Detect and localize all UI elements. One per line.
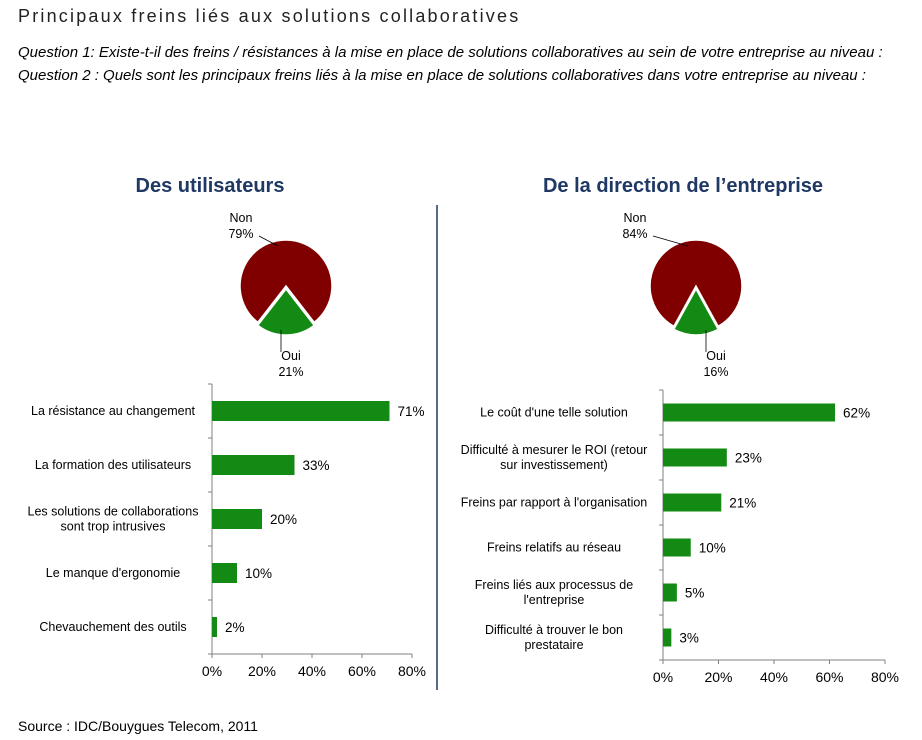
pie-slice-oui	[672, 287, 720, 336]
bar-category-label: sont trop intrusives	[61, 520, 166, 534]
bar-x-tick-label: 0%	[653, 669, 673, 685]
bar-x-tick-label: 20%	[704, 669, 732, 685]
bar-category-label: Difficulté à trouver le bon	[485, 623, 623, 637]
bar	[663, 538, 691, 557]
bar	[212, 401, 390, 421]
bar-x-tick-label: 60%	[815, 669, 843, 685]
pie-leader-non	[258, 235, 279, 247]
pie-label-oui: Oui	[706, 349, 725, 363]
pie-value-non: 84%	[622, 227, 647, 241]
bar-value-label: 3%	[679, 631, 699, 646]
pie-slice-non	[649, 239, 743, 328]
bar	[212, 617, 217, 637]
bar-value-label: 62%	[843, 406, 870, 421]
bar-value-label: 33%	[303, 458, 330, 473]
pie-label-oui: Oui	[281, 349, 300, 363]
bar-category-label: Le manque d'ergonomie	[46, 566, 180, 580]
bar-category-label: Freins par rapport à l'organisation	[461, 496, 648, 510]
bar-value-label: 2%	[225, 620, 245, 635]
pie-label-non: Non	[624, 211, 647, 225]
bar	[663, 493, 722, 512]
panel-title-2: De la direction de l’entreprise	[543, 175, 823, 197]
bar-category-label: prestataire	[524, 638, 583, 652]
bar	[212, 563, 237, 583]
bar-value-label: 5%	[685, 586, 705, 601]
bar-category-label: sur investissement)	[500, 458, 608, 472]
bar-category-label: Difficulté à mesurer le ROI (retour	[461, 443, 648, 457]
bar-value-label: 20%	[270, 512, 297, 527]
bar-x-tick-label: 40%	[760, 669, 788, 685]
bar	[212, 509, 262, 529]
bar-x-tick-label: 20%	[248, 663, 276, 679]
questions: Question 1: Existe-t-il des freins / rés…	[18, 42, 908, 87]
bar-value-label: 23%	[735, 451, 762, 466]
bar-value-label: 21%	[729, 496, 756, 511]
bar	[212, 455, 295, 475]
question-2: Question 2 : Quels sont les principaux f…	[18, 66, 866, 84]
pie-value-oui: 16%	[703, 365, 728, 379]
bar	[663, 628, 672, 647]
bar-x-tick-label: 80%	[871, 669, 899, 685]
bar-x-tick-label: 60%	[348, 663, 376, 679]
pie-value-oui: 21%	[278, 365, 303, 379]
bar-category-label: Le coût d'une telle solution	[480, 406, 628, 420]
bar-x-tick-label: 40%	[298, 663, 326, 679]
bar-category-label: Freins relatifs au réseau	[487, 541, 621, 555]
bar-category-label: Freins liés aux processus de	[475, 578, 633, 592]
bar-x-tick-label: 80%	[398, 663, 426, 679]
bar-value-label: 10%	[699, 541, 726, 556]
bar	[663, 403, 836, 422]
bar-category-label: l'entreprise	[524, 593, 585, 607]
panel-title-1: Des utilisateurs	[136, 175, 285, 197]
bar-value-label: 71%	[398, 404, 425, 419]
bar-category-label: La formation des utilisateurs	[35, 458, 191, 472]
question-1: Question 1: Existe-t-il des freins / rés…	[18, 44, 883, 61]
bar-category-label: La résistance au changement	[31, 404, 196, 418]
bar-value-label: 10%	[245, 566, 272, 581]
pie-slice-non	[239, 239, 333, 324]
pie-value-non: 79%	[228, 227, 253, 241]
bar-category-label: Les solutions de collaborations	[28, 505, 199, 519]
source-note: Source : IDC/Bouygues Telecom, 2011	[18, 718, 258, 734]
page-title: Principaux freins liés aux solutions col…	[18, 6, 521, 26]
pie-label-non: Non	[230, 211, 253, 225]
bar	[663, 583, 677, 602]
bar	[663, 448, 727, 467]
bar-category-label: Chevauchement des outils	[39, 620, 186, 634]
pie-slice-oui	[256, 287, 316, 336]
bar-x-tick-label: 0%	[202, 663, 222, 679]
pie-leader-non	[652, 235, 689, 247]
